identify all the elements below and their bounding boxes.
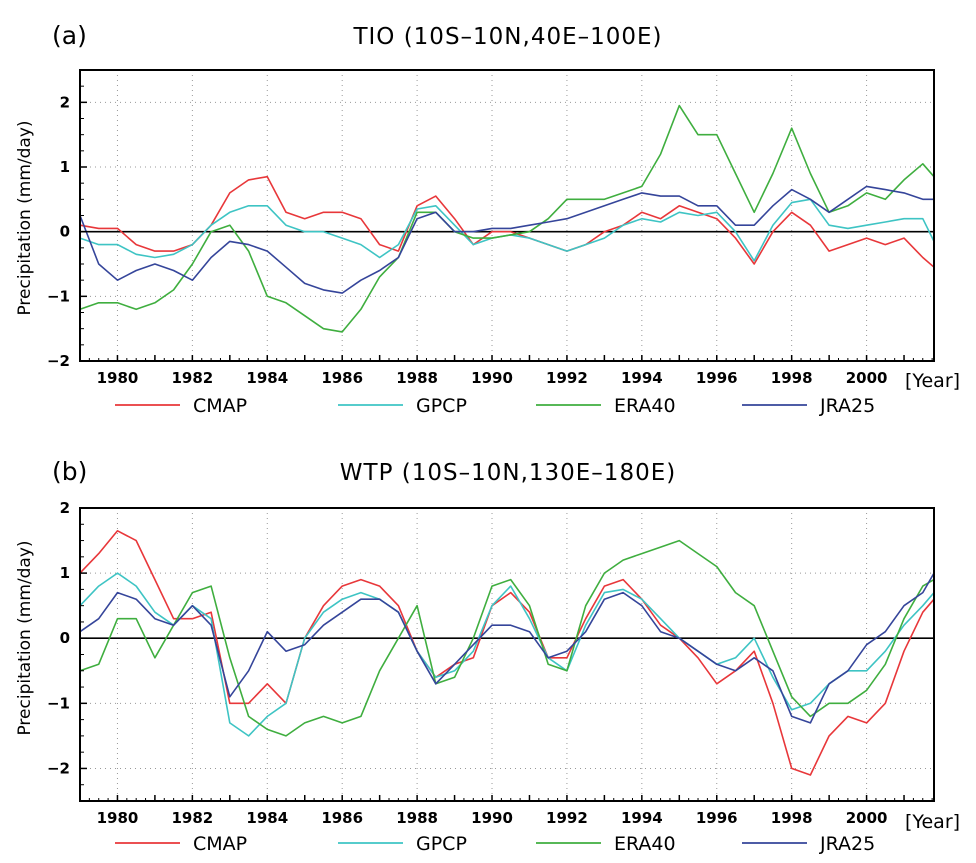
panel-a-ylabel: Precipitation (mm/day) bbox=[15, 120, 35, 315]
panel-b-ylabel: Precipitation (mm/day) bbox=[15, 540, 35, 735]
x-tick-label: 1982 bbox=[171, 809, 213, 827]
x-tick-label: 1990 bbox=[471, 809, 513, 827]
series-line-cmap bbox=[79, 530, 935, 776]
x-tick-label: 1994 bbox=[621, 809, 663, 827]
panel-b-plot: 1980 1982 1984 1986 1988 1990 1992 1994 1996 1998… bbox=[47, 499, 935, 827]
legend-label-era40: ERA40 bbox=[614, 395, 676, 417]
y-tick-label: −1 bbox=[47, 694, 70, 712]
y-tick-label: 1 bbox=[60, 564, 70, 582]
legend-label-jra25: JRA25 bbox=[819, 833, 875, 855]
panel-b-legend: CMAP GPCP ERA40 JRA25 bbox=[115, 833, 875, 855]
x-tick-label: 1994 bbox=[621, 369, 663, 387]
x-tick-label: 1980 bbox=[97, 809, 139, 827]
x-tick-label: 2000 bbox=[846, 809, 888, 827]
y-tick-label: −1 bbox=[47, 287, 70, 305]
panel-a-label: (a) bbox=[52, 21, 87, 50]
y-tick-label: −2 bbox=[47, 352, 70, 370]
y-tick-label: 2 bbox=[60, 93, 70, 111]
y-tick-label: 0 bbox=[60, 629, 70, 647]
x-tick-label: 1986 bbox=[321, 369, 363, 387]
panel-b: (b) WTP (10S–10N,130E–180E) Precipitatio… bbox=[15, 457, 960, 855]
panel-b-label: (b) bbox=[52, 457, 87, 486]
y-tick-label: 0 bbox=[60, 223, 70, 241]
x-tick-label: 1980 bbox=[97, 369, 139, 387]
x-tick-label: 1992 bbox=[546, 809, 588, 827]
x-tick-label: 1982 bbox=[171, 369, 213, 387]
x-tick-label: 1992 bbox=[546, 369, 588, 387]
x-tick-label: 1996 bbox=[696, 369, 738, 387]
x-tick-label: 1998 bbox=[771, 809, 813, 827]
series-line-era40 bbox=[79, 539, 935, 737]
x-tick-label: 1988 bbox=[396, 369, 438, 387]
x-tick-label: 1984 bbox=[246, 809, 288, 827]
x-tick-label: 1990 bbox=[471, 369, 513, 387]
x-tick-label: 1998 bbox=[771, 369, 813, 387]
series-line-era40 bbox=[79, 104, 935, 333]
x-tick-label: 1984 bbox=[246, 369, 288, 387]
series-line-cmap bbox=[79, 175, 935, 268]
series-line-jra25 bbox=[79, 185, 934, 294]
y-tick-label: 2 bbox=[60, 499, 70, 517]
legend-label-cmap: CMAP bbox=[193, 395, 247, 417]
panel-a-title: TIO (10S–10N,40E–100E) bbox=[352, 24, 662, 50]
y-tick-label: 1 bbox=[60, 158, 70, 176]
plot-frame bbox=[79, 69, 935, 362]
x-tick-label: 1988 bbox=[396, 809, 438, 827]
x-tick-label: 2000 bbox=[846, 369, 888, 387]
panel-b-xlabel: [Year] bbox=[905, 811, 960, 833]
legend-label-gpcp: GPCP bbox=[416, 833, 467, 855]
series-line-gpcp bbox=[79, 198, 935, 262]
plot-frame bbox=[79, 507, 935, 802]
panel-a-legend: CMAP GPCP ERA40 JRA25 bbox=[115, 395, 875, 417]
x-tick-label: 1996 bbox=[696, 809, 738, 827]
legend-label-jra25: JRA25 bbox=[819, 395, 875, 417]
legend-label-cmap: CMAP bbox=[193, 833, 247, 855]
legend-label-era40: ERA40 bbox=[614, 833, 676, 855]
series-line-jra25 bbox=[79, 572, 935, 724]
x-tick-label: 1986 bbox=[321, 809, 363, 827]
legend-label-gpcp: GPCP bbox=[416, 395, 467, 417]
panel-a-plot: 1980 1982 1984 1986 1988 1990 1992 1994 1996 1998… bbox=[47, 69, 935, 387]
panel-a: (a) TIO (10S–10N,40E–100E) Precipitation… bbox=[15, 21, 960, 417]
y-tick-label: −2 bbox=[47, 759, 70, 777]
series-line-gpcp bbox=[79, 572, 935, 737]
panel-a-xlabel: [Year] bbox=[905, 370, 960, 392]
panel-b-title: WTP (10S–10N,130E–180E) bbox=[340, 460, 676, 486]
